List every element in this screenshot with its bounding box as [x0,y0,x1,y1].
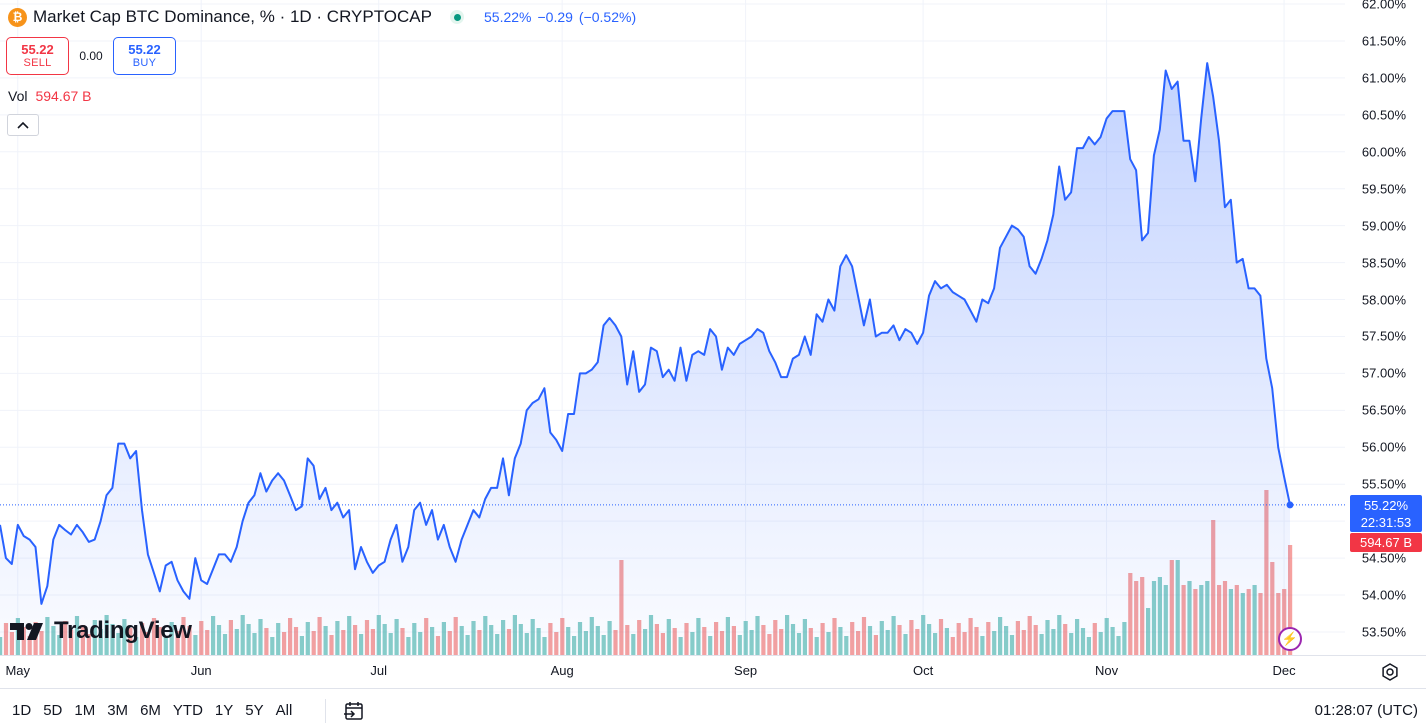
spread-value: 0.00 [79,49,103,63]
time-tick-label: Sep [734,663,758,678]
tradingview-logo-icon [10,623,43,640]
time-tick-label: Jul [370,663,388,678]
time-tick-label: Nov [1094,663,1119,678]
utc-clock[interactable]: 01:28:07 (UTC) [1314,702,1418,719]
price-tick-label: 61.00% [1361,70,1406,86]
range-button-3m[interactable]: 3M [107,702,129,719]
price-tick-label: 56.00% [1361,439,1406,455]
time-tick-label: Jun [190,663,212,678]
price-chart[interactable] [0,0,1426,688]
change-percent: (−0.52%) [578,9,637,25]
symbol-title[interactable]: Market Cap BTC Dominance, % · 1D · CRYPT… [33,7,432,26]
buy-label: BUY [132,57,157,69]
bitcoin-icon: ₿ [8,7,27,27]
quote-readout: 55.22% −0.29 (−0.52%) [484,9,642,25]
time-tick-label: Aug [550,663,574,678]
last-price-tag: 55.22% 22:31:53 [1350,495,1422,532]
toolbar-divider [325,699,326,723]
range-selector: 1D 5D 1M 3M 6M YTD 1Y 5Y All [6,702,298,719]
bottom-toolbar: 1D 5D 1M 3M 6M YTD 1Y 5Y All 01:28:07 (UTC) [0,688,1426,728]
last-value: 55.22% [484,9,532,25]
time-tick-label: Oct [912,663,934,678]
price-tick-label: 58.50% [1361,255,1406,271]
trade-panel: 55.22 SELL 0.00 55.22 BUY [6,37,176,75]
range-button-5y[interactable]: 5Y [245,702,264,719]
last-price-dot [1286,501,1294,509]
buy-button[interactable]: 55.22 BUY [113,37,176,75]
range-button-1m[interactable]: 1M [74,702,96,719]
range-button-5d[interactable]: 5D [43,702,63,719]
price-line [0,62,1291,605]
price-tick-label: 62.00% [1361,0,1406,12]
price-tick-label: 60.50% [1361,107,1406,123]
time-tick-label: Dec [1272,663,1296,678]
price-tick-label: 61.50% [1361,33,1406,49]
tradingview-logo[interactable]: TradingView [10,617,192,645]
logo-text: TradingView [54,617,192,644]
price-tick-label: 59.50% [1361,181,1406,197]
collapse-legend-button[interactable] [7,114,39,136]
volume-label: Vol [8,88,28,104]
price-area [0,63,1290,656]
range-button-1d[interactable]: 1D [12,702,32,719]
price-tick-label: 53.50% [1361,624,1406,640]
price-tick-label: 54.50% [1361,550,1406,566]
range-button-6m[interactable]: 6M [140,702,161,719]
price-tick-label: 57.50% [1361,328,1406,344]
lightning-icon[interactable]: ⚡ [1278,627,1302,651]
price-tick-label: 58.00% [1361,292,1406,308]
last-volume-tag: 594.67 B [1350,533,1422,552]
buy-price: 55.22 [128,42,161,57]
sell-price: 55.22 [21,42,54,57]
time-tick-label: May [5,663,31,678]
price-tick-label: 56.50% [1361,402,1406,418]
change-value: −0.29 [537,9,573,25]
chevron-up-icon [17,121,29,129]
last-price-tag-value: 55.22% [1363,498,1409,513]
price-tick-label: 57.00% [1361,365,1406,381]
price-tick-label: 59.00% [1361,218,1406,234]
volume-value: 594.67 B [35,88,92,104]
go-to-date-calendar-icon[interactable] [342,699,366,723]
settings-gear-icon[interactable] [1380,662,1400,682]
price-tick-label: 54.00% [1361,587,1406,603]
range-button-1y[interactable]: 1Y [214,702,234,719]
price-tick-label: 60.00% [1361,144,1406,160]
sell-button[interactable]: 55.22 SELL [6,37,69,75]
chart-header: ₿ Market Cap BTC Dominance, % · 1D · CRY… [8,6,642,28]
bar-countdown: 22:31:53 [1360,515,1412,530]
sell-label: SELL [23,57,52,69]
volume-legend: Vol 594.67 B [8,88,92,104]
range-button-all[interactable]: All [275,702,293,719]
market-status-icon[interactable] [450,10,464,24]
range-button-ytd[interactable]: YTD [172,702,203,719]
volume-bar [1288,545,1293,655]
price-tick-label: 55.50% [1361,476,1406,492]
